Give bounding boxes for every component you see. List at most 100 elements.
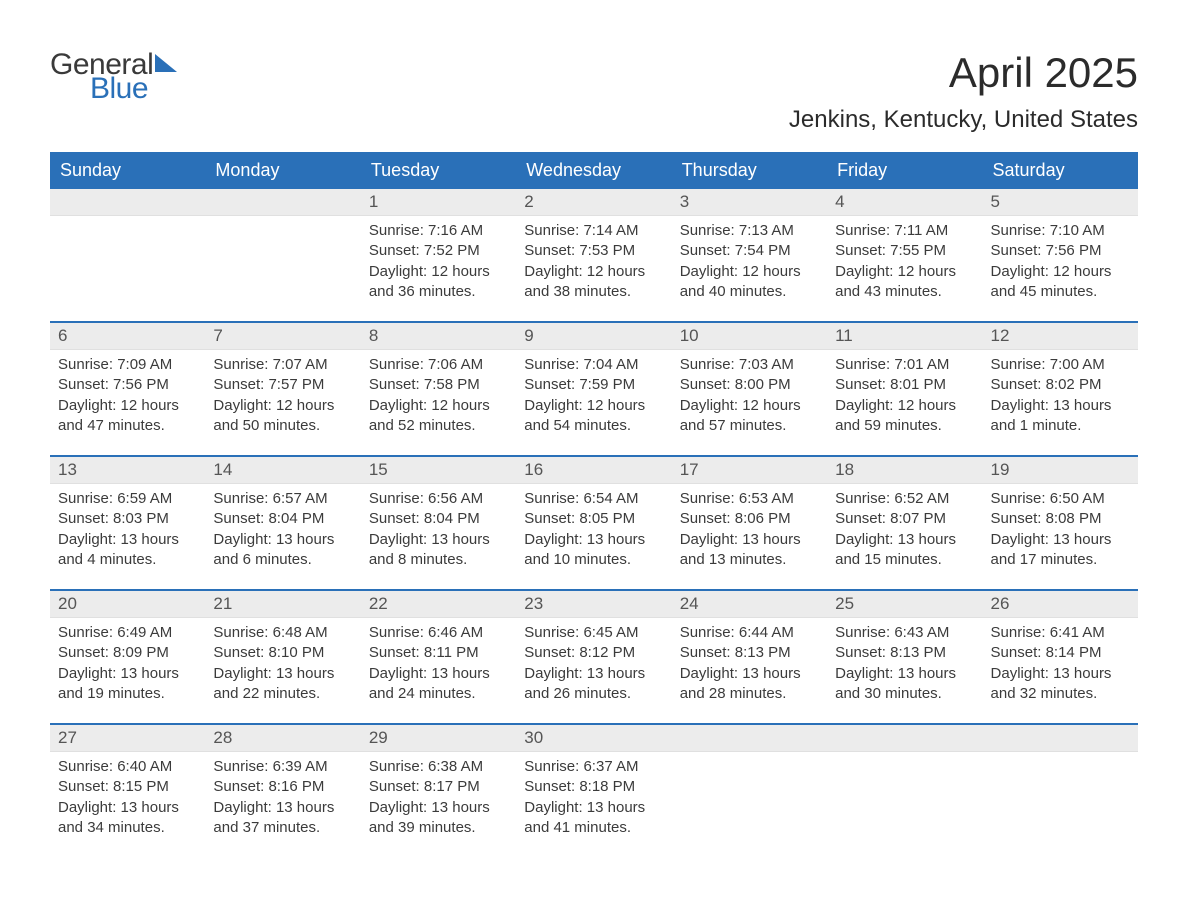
daylight-label: Daylight:: [991, 531, 1054, 548]
sunrise-value: 6:39 AM: [273, 758, 328, 775]
day-body: Sunrise: 6:46 AMSunset: 8:11 PMDaylight:…: [361, 618, 516, 708]
sunset-line: Sunset: 8:08 PM: [991, 509, 1130, 529]
daylight-label: Daylight:: [680, 665, 743, 682]
sunrise-value: 6:59 AM: [117, 490, 172, 507]
day-cell: 30Sunrise: 6:37 AMSunset: 8:18 PMDayligh…: [516, 725, 671, 851]
day-cell: 4Sunrise: 7:11 AMSunset: 7:55 PMDaylight…: [827, 189, 982, 315]
sunset-label: Sunset:: [680, 242, 735, 259]
day-cell: 19Sunrise: 6:50 AMSunset: 8:08 PMDayligh…: [983, 457, 1138, 583]
sunset-label: Sunset:: [524, 510, 579, 527]
sunset-line: Sunset: 7:54 PM: [680, 241, 819, 261]
daylight-label: Daylight:: [524, 397, 587, 414]
sunset-line: Sunset: 8:03 PM: [58, 509, 197, 529]
sunrise-label: Sunrise:: [369, 222, 428, 239]
day-number: 27: [50, 725, 205, 752]
daylight-label: Daylight:: [369, 799, 432, 816]
daylight-line: Daylight: 13 hours and 30 minutes.: [835, 664, 974, 705]
sunrise-label: Sunrise:: [369, 758, 428, 775]
daylight-line: Daylight: 12 hours and 43 minutes.: [835, 262, 974, 303]
sunrise-value: 6:38 AM: [428, 758, 483, 775]
sunrise-value: 7:06 AM: [428, 356, 483, 373]
sunrise-label: Sunrise:: [680, 222, 739, 239]
sunrise-value: 6:57 AM: [273, 490, 328, 507]
daylight-line: Daylight: 12 hours and 54 minutes.: [524, 396, 663, 437]
sunset-label: Sunset:: [58, 778, 113, 795]
sunrise-line: Sunrise: 7:07 AM: [213, 355, 352, 375]
week-row: 6Sunrise: 7:09 AMSunset: 7:56 PMDaylight…: [50, 321, 1138, 449]
daylight-line: Daylight: 13 hours and 15 minutes.: [835, 530, 974, 571]
sunrise-value: 6:40 AM: [117, 758, 172, 775]
day-number: 19: [983, 457, 1138, 484]
day-cell: 17Sunrise: 6:53 AMSunset: 8:06 PMDayligh…: [672, 457, 827, 583]
sunrise-label: Sunrise:: [524, 222, 583, 239]
document-header: General Blue April 2025 Jenkins, Kentuck…: [50, 50, 1138, 134]
sunset-line: Sunset: 8:13 PM: [835, 643, 974, 663]
day-number: [827, 725, 982, 752]
sunrise-value: 6:50 AM: [1050, 490, 1105, 507]
sunrise-value: 7:01 AM: [894, 356, 949, 373]
day-cell: 22Sunrise: 6:46 AMSunset: 8:11 PMDayligh…: [361, 591, 516, 717]
sunrise-value: 7:04 AM: [583, 356, 638, 373]
sunrise-label: Sunrise:: [524, 356, 583, 373]
sunrise-value: 6:49 AM: [117, 624, 172, 641]
day-body: [827, 752, 982, 761]
sunrise-label: Sunrise:: [58, 490, 117, 507]
sunrise-label: Sunrise:: [835, 356, 894, 373]
sunset-line: Sunset: 8:01 PM: [835, 375, 974, 395]
sunset-value: 8:12 PM: [579, 644, 635, 661]
day-number: 5: [983, 189, 1138, 216]
day-cell: 27Sunrise: 6:40 AMSunset: 8:15 PMDayligh…: [50, 725, 205, 851]
sunrise-label: Sunrise:: [369, 624, 428, 641]
sunset-value: 7:58 PM: [424, 376, 480, 393]
sunset-line: Sunset: 8:07 PM: [835, 509, 974, 529]
day-cell: 2Sunrise: 7:14 AMSunset: 7:53 PMDaylight…: [516, 189, 671, 315]
day-body: Sunrise: 6:43 AMSunset: 8:13 PMDaylight:…: [827, 618, 982, 708]
day-body: Sunrise: 6:48 AMSunset: 8:10 PMDaylight:…: [205, 618, 360, 708]
daylight-line: Daylight: 13 hours and 34 minutes.: [58, 798, 197, 839]
daylight-label: Daylight:: [524, 263, 587, 280]
sunset-label: Sunset:: [213, 376, 268, 393]
sunrise-line: Sunrise: 7:03 AM: [680, 355, 819, 375]
calendar-grid: SundayMondayTuesdayWednesdayThursdayFrid…: [50, 152, 1138, 851]
daylight-label: Daylight:: [680, 263, 743, 280]
sunset-label: Sunset:: [991, 510, 1046, 527]
day-cell: [50, 189, 205, 315]
sunset-label: Sunset:: [680, 510, 735, 527]
sunrise-line: Sunrise: 6:54 AM: [524, 489, 663, 509]
sunrise-value: 6:41 AM: [1050, 624, 1105, 641]
day-number: 13: [50, 457, 205, 484]
day-body: Sunrise: 6:49 AMSunset: 8:09 PMDaylight:…: [50, 618, 205, 708]
sunset-label: Sunset:: [835, 644, 890, 661]
daylight-line: Daylight: 13 hours and 1 minute.: [991, 396, 1130, 437]
sunset-value: 8:08 PM: [1046, 510, 1102, 527]
sunset-value: 8:14 PM: [1046, 644, 1102, 661]
day-body: Sunrise: 6:45 AMSunset: 8:12 PMDaylight:…: [516, 618, 671, 708]
sunset-value: 8:04 PM: [424, 510, 480, 527]
sunset-label: Sunset:: [680, 644, 735, 661]
day-number: 29: [361, 725, 516, 752]
sunrise-line: Sunrise: 6:48 AM: [213, 623, 352, 643]
sunrise-label: Sunrise:: [991, 624, 1050, 641]
sunrise-line: Sunrise: 7:06 AM: [369, 355, 508, 375]
daylight-label: Daylight:: [991, 397, 1054, 414]
day-number: 2: [516, 189, 671, 216]
sunset-line: Sunset: 8:06 PM: [680, 509, 819, 529]
daylight-label: Daylight:: [369, 263, 432, 280]
daylight-line: Daylight: 13 hours and 26 minutes.: [524, 664, 663, 705]
day-cell: 16Sunrise: 6:54 AMSunset: 8:05 PMDayligh…: [516, 457, 671, 583]
sunrise-label: Sunrise:: [680, 356, 739, 373]
day-body: Sunrise: 6:56 AMSunset: 8:04 PMDaylight:…: [361, 484, 516, 574]
day-body: Sunrise: 6:40 AMSunset: 8:15 PMDaylight:…: [50, 752, 205, 842]
day-body: Sunrise: 6:53 AMSunset: 8:06 PMDaylight:…: [672, 484, 827, 574]
logo-text-blue: Blue: [90, 74, 183, 104]
sunset-label: Sunset:: [58, 376, 113, 393]
day-number: 14: [205, 457, 360, 484]
sunrise-line: Sunrise: 6:56 AM: [369, 489, 508, 509]
day-cell: 21Sunrise: 6:48 AMSunset: 8:10 PMDayligh…: [205, 591, 360, 717]
daylight-line: Daylight: 12 hours and 36 minutes.: [369, 262, 508, 303]
day-body: Sunrise: 7:04 AMSunset: 7:59 PMDaylight:…: [516, 350, 671, 440]
daylight-line: Daylight: 12 hours and 50 minutes.: [213, 396, 352, 437]
sunset-label: Sunset:: [835, 510, 890, 527]
day-number: 24: [672, 591, 827, 618]
daylight-line: Daylight: 13 hours and 28 minutes.: [680, 664, 819, 705]
